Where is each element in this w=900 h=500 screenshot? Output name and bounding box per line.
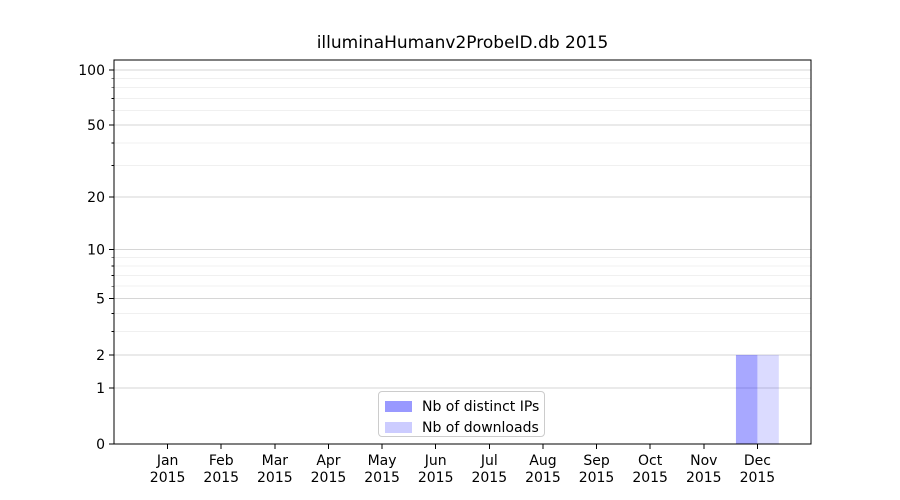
x-tick-label-year: 2015 (203, 470, 239, 486)
legend-item-downloads: Nb of downloads (385, 418, 544, 437)
x-tick-label-month: Mar (262, 453, 289, 469)
x-tick-label-month: Sep (583, 453, 610, 469)
y-tick-label: 20 (87, 190, 105, 206)
x-tick-label-year: 2015 (579, 470, 615, 486)
legend-swatch-distinct-ips-icon (385, 401, 412, 412)
x-tick-label-month: Jan (156, 453, 179, 469)
x-tick-label-month: Oct (638, 453, 663, 469)
x-tick-label-month: Nov (690, 453, 717, 469)
x-tick-label-year: 2015 (257, 470, 293, 486)
x-tick-label-year: 2015 (418, 470, 454, 486)
x-tick-label-year: 2015 (686, 470, 722, 486)
x-tick-label-year: 2015 (364, 470, 400, 486)
y-tick-label: 5 (96, 292, 105, 308)
x-tick-label-year: 2015 (471, 470, 507, 486)
x-tick-label-month: Feb (209, 453, 234, 469)
x-tick-label-month: Jun (424, 453, 447, 469)
y-tick-label: 10 (87, 243, 105, 259)
y-tick-label: 50 (87, 118, 105, 134)
plot-spines (113, 59, 812, 445)
x-tick-label-month: Jul (480, 453, 498, 469)
x-tick-label-month: Aug (529, 453, 556, 469)
legend-item-distinct-ips: Nb of distinct IPs (385, 397, 544, 416)
x-tick-label-month: Dec (744, 453, 771, 469)
legend-swatch-downloads-icon (385, 422, 412, 433)
y-tick-label: 0 (96, 437, 105, 453)
x-tick-label-year: 2015 (311, 470, 347, 486)
x-tick-label-year: 2015 (740, 470, 776, 486)
y-tick-label: 1 (96, 381, 105, 397)
y-tick-label: 2 (96, 348, 105, 364)
chart-title: illuminaHumanv2ProbeID.db 2015 (316, 33, 609, 53)
bar-downloads (757, 354, 779, 444)
x-tick-label-year: 2015 (150, 470, 186, 486)
y-tick-label: 100 (78, 63, 105, 79)
bar-distinct-ips (735, 354, 758, 444)
legend-label-distinct-ips: Nb of distinct IPs (422, 398, 540, 415)
x-tick-label-year: 2015 (525, 470, 561, 486)
x-tick-label-month: Apr (316, 453, 340, 469)
legend: Nb of distinct IPs Nb of downloads (378, 391, 545, 437)
legend-label-downloads: Nb of downloads (422, 419, 539, 436)
x-tick-label-year: 2015 (632, 470, 668, 486)
x-tick-label-month: May (368, 453, 397, 469)
